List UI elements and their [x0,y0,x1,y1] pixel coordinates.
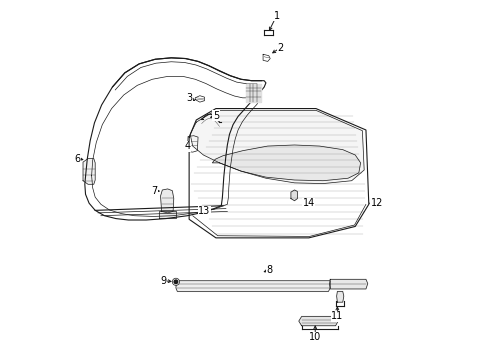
Polygon shape [298,316,337,326]
Text: 13: 13 [198,206,210,216]
Text: 10: 10 [308,332,321,342]
Polygon shape [159,211,176,217]
Text: 3: 3 [186,93,192,103]
Circle shape [172,278,179,285]
Text: 8: 8 [266,265,272,275]
Polygon shape [176,281,329,292]
Polygon shape [190,111,364,184]
Polygon shape [160,189,173,213]
Polygon shape [290,190,297,201]
Text: 14: 14 [302,198,314,208]
Text: 11: 11 [330,311,343,321]
Text: 12: 12 [370,198,382,208]
Polygon shape [329,279,367,289]
Polygon shape [246,84,260,102]
Text: 2: 2 [277,43,283,53]
Polygon shape [83,158,95,184]
Text: 6: 6 [75,154,81,163]
Text: 5: 5 [212,111,219,121]
Text: 7: 7 [151,186,157,196]
Text: 9: 9 [160,276,166,286]
Circle shape [174,280,177,284]
Text: 1: 1 [273,11,279,21]
Text: 4: 4 [184,141,190,151]
Polygon shape [212,145,360,181]
Polygon shape [336,292,343,302]
